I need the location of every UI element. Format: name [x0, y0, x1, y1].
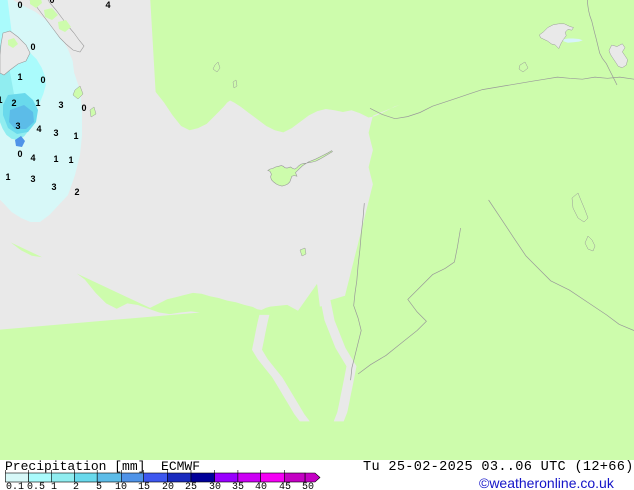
svg-text:0: 0 [30, 42, 35, 52]
svg-text:3: 3 [51, 182, 56, 192]
svg-text:1: 1 [53, 154, 58, 164]
svg-text:3: 3 [58, 100, 63, 110]
svg-text:4: 4 [105, 0, 110, 10]
svg-text:0: 0 [17, 0, 22, 10]
svg-text:3: 3 [30, 174, 35, 184]
svg-text:1: 1 [17, 72, 22, 82]
svg-text:1: 1 [35, 98, 40, 108]
svg-text:1: 1 [0, 95, 3, 105]
svg-text:1: 1 [5, 172, 10, 182]
svg-text:1: 1 [68, 155, 73, 165]
svg-text:4: 4 [36, 124, 41, 134]
svg-text:2: 2 [11, 98, 16, 108]
svg-text:1: 1 [73, 131, 78, 141]
svg-text:0: 0 [17, 149, 22, 159]
svg-text:3: 3 [53, 128, 58, 138]
svg-text:2: 2 [74, 187, 79, 197]
svg-text:3: 3 [15, 121, 20, 131]
svg-text:0: 0 [81, 103, 86, 113]
svg-text:4: 4 [30, 153, 35, 163]
svg-text:0: 0 [40, 75, 45, 85]
